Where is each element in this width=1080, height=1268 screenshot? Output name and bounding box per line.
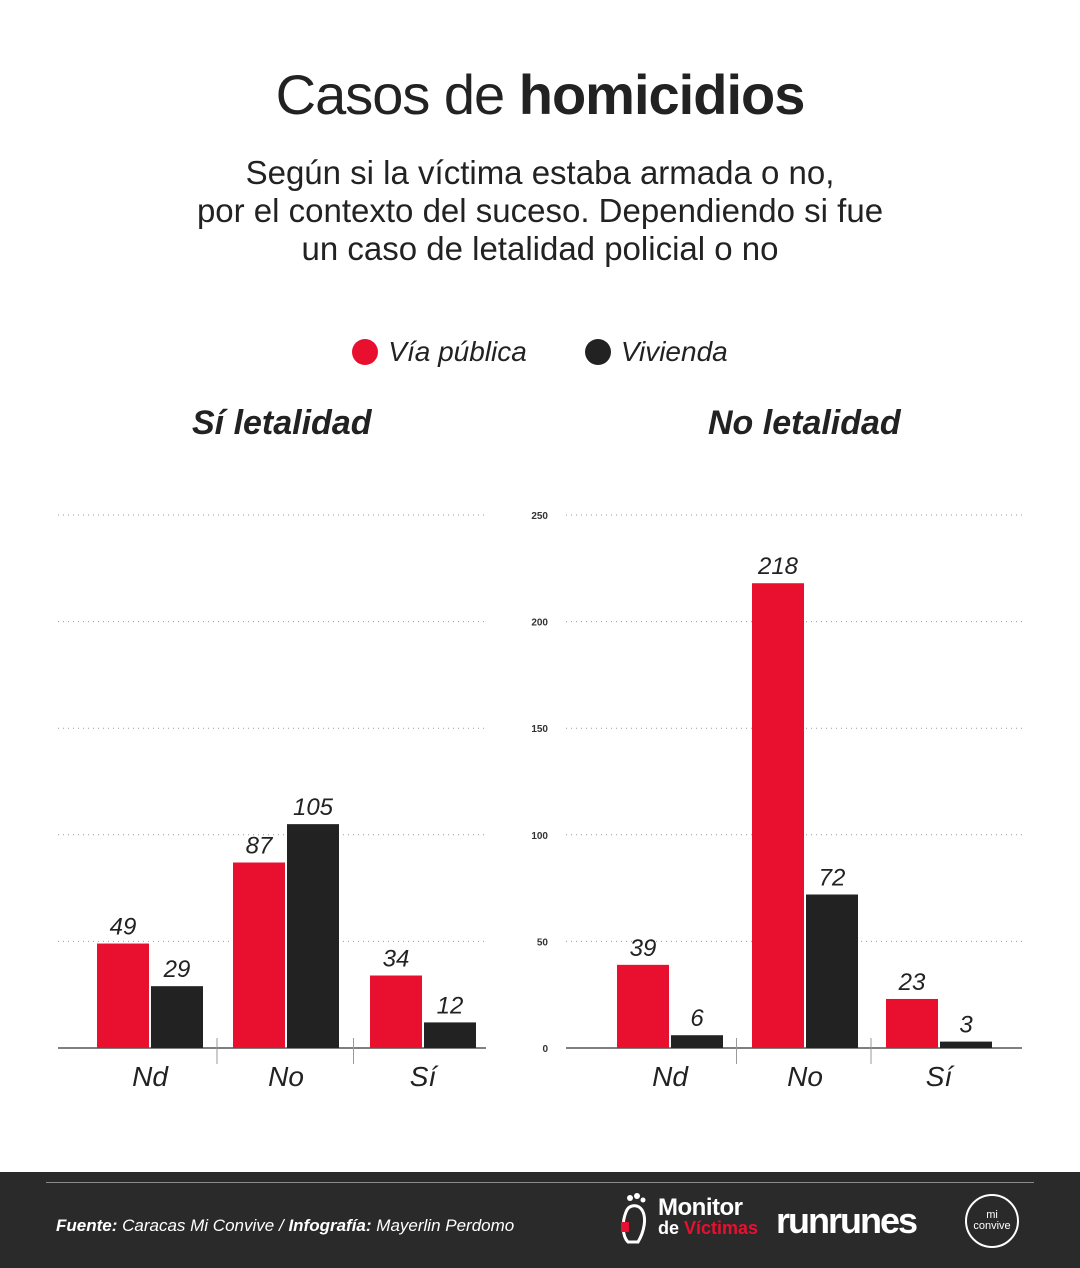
bar bbox=[97, 943, 149, 1048]
data-label: 39 bbox=[630, 935, 657, 962]
data-label: 12 bbox=[437, 992, 464, 1019]
y-tick-label: 50 bbox=[537, 937, 549, 948]
data-label: 218 bbox=[757, 553, 799, 580]
y-tick-label: 0 bbox=[542, 1044, 548, 1055]
data-label: 3 bbox=[959, 1012, 973, 1039]
page-title: Casos de homicidios bbox=[0, 62, 1080, 127]
data-label: 29 bbox=[163, 956, 191, 983]
subtitle-line: por el contexto del suceso. Dependiendo … bbox=[196, 192, 884, 229]
footer-divider bbox=[46, 1182, 1034, 1183]
bar bbox=[151, 986, 203, 1048]
y-tick-label: 150 bbox=[531, 724, 548, 735]
bar bbox=[940, 1041, 992, 1048]
logo-monitor-de: de bbox=[658, 1218, 680, 1238]
bar bbox=[886, 998, 938, 1048]
legend: Vía pública Vivienda bbox=[0, 336, 1080, 368]
legend-dot-vivienda bbox=[584, 339, 611, 365]
source-label: Fuente: bbox=[56, 1216, 118, 1235]
data-label: 105 bbox=[293, 794, 334, 821]
legend-dot-via-publica bbox=[352, 339, 379, 365]
logo-monitor-line1: Monitor bbox=[658, 1194, 743, 1221]
footprint-icon bbox=[621, 1193, 647, 1244]
legend-label: Vivienda bbox=[620, 336, 728, 367]
footer: Fuente: Caracas Mi Convive / Infografía:… bbox=[0, 1172, 1080, 1268]
legend-label: Vía pública bbox=[388, 336, 527, 367]
mi-convive-logo: mi convive bbox=[965, 1194, 1019, 1248]
y-tick-label: 250 bbox=[531, 511, 548, 522]
data-label: 49 bbox=[110, 914, 137, 941]
category-label: Nd bbox=[652, 1061, 689, 1092]
subtitle: Según si la víctima estaba armada o no, … bbox=[140, 154, 940, 268]
logo-monitor-victimas: Víctimas bbox=[684, 1218, 759, 1238]
y-tick-label: 200 bbox=[531, 618, 548, 629]
source-text: Caracas Mi Convive bbox=[122, 1216, 275, 1235]
legend-item-vivienda: Vivienda bbox=[584, 336, 728, 368]
data-label: 87 bbox=[246, 833, 274, 860]
bar bbox=[671, 1035, 723, 1048]
bar-charts: 49 29 Nd 87 105 No 34 12 Sí 0 50 100 150 200 250 39 6 Nd 2… bbox=[58, 511, 1022, 1092]
bar bbox=[806, 894, 858, 1048]
category-label: Sí bbox=[410, 1061, 440, 1092]
runrunes-logo: runrunes bbox=[776, 1200, 918, 1241]
title-bold: homicidios bbox=[518, 63, 806, 126]
panel-title-si-letalidad: Sí letalidad bbox=[192, 404, 372, 442]
logo-mi-line2: convive bbox=[973, 1220, 1011, 1232]
subtitle-line: Según si la víctima estaba armada o no, bbox=[245, 154, 835, 191]
bar bbox=[287, 824, 339, 1048]
monitor-victimas-logo: Monitor de Víctimas bbox=[620, 1188, 758, 1248]
y-tick-label: 100 bbox=[531, 831, 548, 842]
bar bbox=[370, 975, 422, 1048]
data-label: 34 bbox=[383, 946, 410, 973]
data-label: 23 bbox=[898, 969, 926, 996]
bar bbox=[424, 1022, 476, 1048]
data-label: 72 bbox=[819, 864, 846, 891]
category-label: No bbox=[268, 1061, 304, 1092]
credit-label: Infografía: bbox=[288, 1216, 372, 1235]
source-sep: / bbox=[278, 1216, 284, 1235]
category-label: Nd bbox=[132, 1061, 169, 1092]
title-light: Casos de bbox=[275, 63, 506, 126]
source-credit: Fuente: Caracas Mi Convive / Infografía:… bbox=[56, 1216, 514, 1236]
bar bbox=[617, 964, 669, 1048]
category-label: Sí bbox=[926, 1061, 956, 1092]
bar bbox=[233, 862, 285, 1048]
bar bbox=[752, 583, 804, 1048]
category-label: No bbox=[787, 1061, 823, 1092]
credit-text: Mayerlin Perdomo bbox=[376, 1216, 515, 1235]
panel-title-no-letalidad: No letalidad bbox=[708, 404, 901, 442]
legend-item-via-publica: Vía pública bbox=[352, 336, 527, 368]
logo-mi-line1: mi bbox=[986, 1209, 998, 1221]
subtitle-line: un caso de letalidad policial o no bbox=[301, 230, 779, 267]
data-label: 6 bbox=[690, 1005, 704, 1032]
